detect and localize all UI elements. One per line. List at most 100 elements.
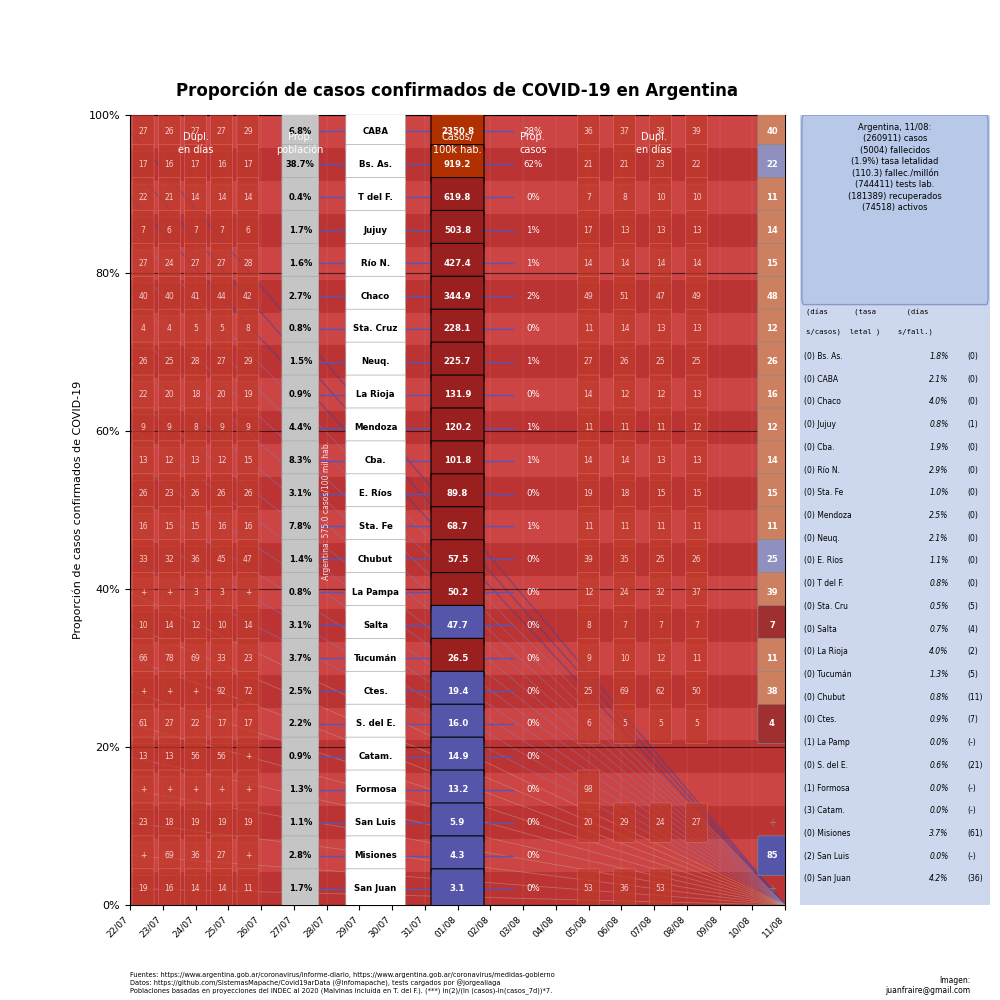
FancyBboxPatch shape	[185, 737, 206, 777]
FancyBboxPatch shape	[282, 803, 319, 842]
FancyBboxPatch shape	[614, 408, 635, 447]
FancyBboxPatch shape	[211, 342, 233, 382]
Text: (3) Catam.: (3) Catam.	[804, 806, 845, 815]
FancyBboxPatch shape	[758, 276, 786, 316]
Text: Chaco: Chaco	[361, 292, 390, 301]
Bar	[130, 214, 785, 247]
Text: (0) San Juan: (0) San Juan	[804, 874, 851, 883]
FancyBboxPatch shape	[237, 704, 259, 744]
Text: 19: 19	[138, 884, 148, 893]
Text: Sta. Fe: Sta. Fe	[359, 522, 393, 531]
FancyBboxPatch shape	[686, 573, 708, 612]
Text: (0) Cba.: (0) Cba.	[804, 443, 834, 452]
FancyBboxPatch shape	[158, 704, 180, 744]
Text: 1.3%: 1.3%	[289, 785, 312, 794]
Text: 3: 3	[193, 588, 198, 597]
Text: (0) Misiones: (0) Misiones	[804, 829, 850, 838]
Text: 1%: 1%	[526, 456, 540, 465]
Text: (-): (-)	[967, 738, 976, 747]
Text: 4.3: 4.3	[450, 851, 465, 860]
Text: 69: 69	[620, 687, 629, 696]
FancyBboxPatch shape	[185, 573, 206, 612]
Text: 4: 4	[769, 719, 775, 728]
FancyBboxPatch shape	[132, 210, 154, 250]
Text: +: +	[166, 687, 172, 696]
FancyBboxPatch shape	[346, 704, 405, 744]
Text: 5: 5	[219, 324, 224, 333]
FancyBboxPatch shape	[185, 112, 206, 151]
Text: (21): (21)	[967, 761, 983, 770]
FancyBboxPatch shape	[282, 836, 319, 875]
FancyBboxPatch shape	[237, 540, 259, 579]
FancyBboxPatch shape	[132, 770, 154, 810]
Text: Misiones: Misiones	[354, 851, 397, 860]
FancyBboxPatch shape	[211, 803, 233, 842]
FancyBboxPatch shape	[614, 803, 635, 842]
FancyBboxPatch shape	[158, 145, 180, 184]
FancyBboxPatch shape	[614, 210, 635, 250]
Text: La Rioja: La Rioja	[356, 390, 395, 399]
FancyBboxPatch shape	[132, 573, 154, 612]
FancyBboxPatch shape	[211, 605, 233, 645]
Text: (0) Tucumán: (0) Tucumán	[804, 670, 851, 679]
Bar	[130, 642, 785, 675]
Text: 5: 5	[622, 719, 627, 728]
Text: CABA: CABA	[363, 127, 389, 136]
Text: 0%: 0%	[526, 687, 540, 696]
FancyBboxPatch shape	[211, 112, 233, 151]
Bar	[130, 444, 785, 477]
FancyBboxPatch shape	[686, 112, 708, 151]
FancyBboxPatch shape	[185, 243, 206, 283]
FancyBboxPatch shape	[158, 573, 180, 612]
Text: 2.5%: 2.5%	[289, 687, 312, 696]
FancyBboxPatch shape	[237, 408, 259, 447]
Text: 1.7%: 1.7%	[289, 884, 312, 893]
Text: 17: 17	[217, 719, 227, 728]
Text: +: +	[140, 588, 146, 597]
Text: 26: 26	[164, 127, 174, 136]
FancyBboxPatch shape	[650, 474, 672, 513]
Text: 0%: 0%	[526, 752, 540, 761]
FancyBboxPatch shape	[758, 638, 786, 678]
Text: 0.5%: 0.5%	[929, 602, 949, 611]
Text: (1): (1)	[967, 420, 978, 429]
FancyBboxPatch shape	[346, 276, 405, 316]
FancyBboxPatch shape	[686, 474, 708, 513]
Text: (1) Formosa: (1) Formosa	[804, 784, 850, 793]
Text: 22: 22	[692, 160, 701, 169]
FancyBboxPatch shape	[614, 112, 635, 151]
FancyBboxPatch shape	[650, 704, 672, 744]
Text: 98: 98	[584, 785, 593, 794]
Text: 131.9: 131.9	[444, 390, 471, 399]
Text: (0) Chaco: (0) Chaco	[804, 397, 841, 406]
Text: 3.1: 3.1	[450, 884, 465, 893]
FancyBboxPatch shape	[211, 276, 233, 316]
Text: T del F.: T del F.	[358, 193, 393, 202]
Text: +: +	[768, 818, 776, 828]
Text: 11: 11	[243, 884, 253, 893]
Text: 8: 8	[193, 423, 198, 432]
Text: 1.7%: 1.7%	[289, 226, 312, 235]
Text: 7: 7	[694, 621, 699, 630]
FancyBboxPatch shape	[650, 507, 672, 546]
Text: 36: 36	[191, 851, 200, 860]
Text: 33: 33	[138, 555, 148, 564]
Text: 15: 15	[191, 522, 200, 531]
Text: Proporción de casos confirmados de COVID-19 en Argentina: Proporción de casos confirmados de COVID…	[176, 82, 738, 100]
FancyBboxPatch shape	[431, 803, 484, 842]
Text: Bs. As.: Bs. As.	[359, 160, 392, 169]
Text: s/casos)  letal )    s/fall.): s/casos) letal ) s/fall.)	[806, 328, 933, 335]
FancyBboxPatch shape	[282, 210, 319, 250]
Text: 0.9%: 0.9%	[289, 390, 312, 399]
Text: 16: 16	[217, 522, 227, 531]
FancyBboxPatch shape	[346, 309, 405, 349]
Text: (61): (61)	[967, 829, 983, 838]
Text: 4.0%: 4.0%	[929, 647, 949, 656]
FancyBboxPatch shape	[346, 638, 405, 678]
FancyBboxPatch shape	[346, 210, 405, 250]
Text: 13.2: 13.2	[447, 785, 468, 794]
FancyBboxPatch shape	[282, 540, 319, 579]
FancyBboxPatch shape	[758, 210, 786, 250]
Text: 50.2: 50.2	[447, 588, 468, 597]
FancyBboxPatch shape	[346, 441, 405, 480]
